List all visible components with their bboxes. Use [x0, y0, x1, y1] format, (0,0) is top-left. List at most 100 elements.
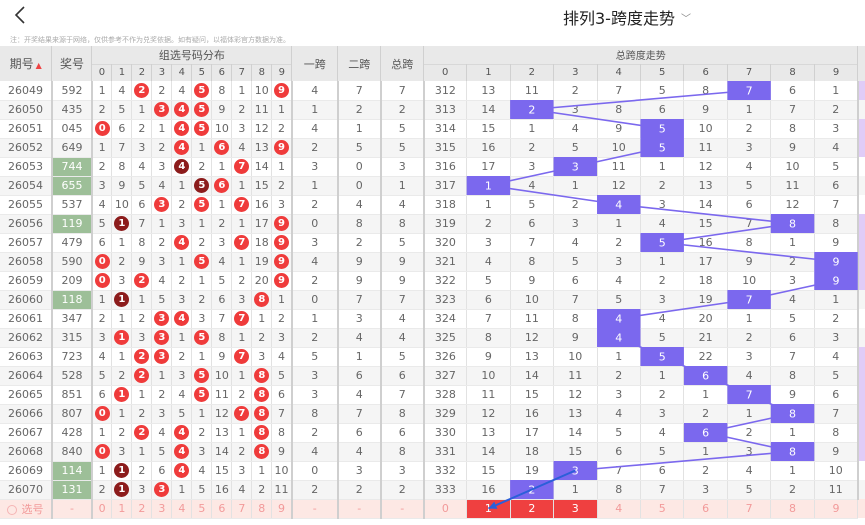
pick-dist-option[interactable]: 3	[151, 499, 173, 519]
dist-cell: 2	[151, 138, 173, 158]
pick-dist-option[interactable]: 7	[231, 499, 253, 519]
side-strip	[857, 100, 865, 119]
table-row: 26068 840 0 3 1 5 4 3 14 2 8 9 4 4 8 331 14 18 15 6 5 1 3 8 9	[0, 442, 865, 462]
pick-dist-option[interactable]: 1	[111, 499, 133, 519]
pick-dist-option[interactable]: 8	[251, 499, 273, 519]
pick-trend-option-selected[interactable]: 1	[466, 499, 511, 519]
dist-cell: 1	[231, 423, 253, 443]
issue-cell: 26061	[0, 309, 53, 329]
side-strip-header	[857, 46, 865, 81]
dist-cell: 1	[151, 366, 173, 386]
dist-cell: 4	[171, 233, 193, 253]
drawn-digit-ball: 1	[114, 216, 130, 231]
column-header-span2: 二跨	[337, 46, 382, 81]
side-strip	[857, 423, 865, 442]
trend-cell: 13	[683, 176, 728, 196]
dist-cell: 1	[171, 328, 193, 348]
table-row: 26059 209 0 3 2 4 2 1 5 2 20 9 2 9 9 322 5 9 6 4 2 18 10 3 9	[0, 271, 865, 291]
dist-cell: 8	[251, 366, 273, 386]
trend-cell: 6	[466, 290, 511, 310]
pick-dist-option[interactable]: 2	[131, 499, 153, 519]
pick-trend-option-selected[interactable]: 3	[553, 499, 598, 519]
span1-cell: 2	[291, 423, 339, 443]
trend-cell: 10	[727, 271, 772, 291]
back-button[interactable]	[10, 4, 32, 26]
trend-cell: 7	[466, 309, 511, 329]
trend-cell: 20	[683, 309, 728, 329]
dist-cell: 5	[171, 404, 193, 424]
dist-cell: 20	[251, 271, 273, 291]
dist-cell: 1	[191, 214, 213, 234]
trend-miss-0-cell: 332	[423, 461, 468, 481]
pick-trend-option[interactable]: 7	[727, 499, 772, 519]
total-span-cell: 4	[380, 195, 425, 215]
span2-cell: 0	[337, 157, 382, 177]
total-span-cell: 7	[380, 81, 425, 101]
dist-cell: 6	[131, 195, 153, 215]
pick-trend-option[interactable]: 6	[683, 499, 728, 519]
dist-cell: 3	[251, 347, 273, 367]
trend-cell: 2	[770, 480, 815, 500]
number-cell: 209	[51, 271, 93, 291]
span1-cell: 3	[291, 385, 339, 405]
number-cell: 537	[51, 195, 93, 215]
drawn-digit-ball: 1	[114, 387, 130, 402]
pick-trend-option[interactable]: 4	[597, 499, 641, 519]
dist-cell: 0	[91, 271, 113, 291]
trend-cell: 9	[814, 233, 859, 253]
side-strip	[857, 499, 865, 518]
trend-cell: 4	[727, 461, 772, 481]
trend-cell: 7	[640, 480, 685, 500]
pick-toggle[interactable]: 选号	[0, 499, 53, 519]
trend-cell: 5	[597, 290, 641, 310]
pick-trend-option[interactable]: 0	[423, 499, 468, 519]
pick-dist-option[interactable]: 4	[171, 499, 193, 519]
trend-cell: 17	[466, 157, 511, 177]
pick-trend-option[interactable]: 9	[814, 499, 859, 519]
dist-cell: 7	[211, 309, 233, 329]
dist-cell: 6	[91, 233, 113, 253]
pick-dist-option[interactable]: 5	[191, 499, 213, 519]
side-strip	[857, 404, 865, 423]
trend-cell: 5	[553, 138, 598, 158]
trend-hit-cell: 3	[553, 157, 598, 177]
trend-cell: 5	[640, 81, 685, 101]
dist-cell: 10	[271, 461, 293, 481]
dist-cell: 15	[251, 176, 273, 196]
pick-dist-option[interactable]: 0	[91, 499, 113, 519]
dist-cell: 1	[131, 100, 153, 120]
pick-trend-option-selected[interactable]: 2	[510, 499, 555, 519]
column-header-issue[interactable]: 期号 ▲	[0, 46, 53, 81]
trend-digit-header: 9	[814, 63, 859, 81]
drawn-digit-ball: 9	[274, 235, 290, 250]
issue-cell: 26049	[0, 81, 53, 101]
table-row: 26055 537 4 10 6 3 2 5 1 7 16 3 2 4 4 318 1 5 2 4 3 14 6 12 7	[0, 195, 865, 215]
dist-cell: 3	[231, 461, 253, 481]
dist-cell: 7	[231, 233, 253, 253]
drawn-digit-ball: 5	[194, 178, 210, 193]
dist-cell: 9	[271, 81, 293, 101]
trend-cell: 17	[510, 423, 555, 443]
dist-digit-header: 8	[251, 63, 273, 81]
trend-cell: 10	[770, 157, 815, 177]
trend-cell: 15	[466, 461, 511, 481]
span1-cell: 4	[291, 81, 339, 101]
dist-cell: 2	[111, 366, 133, 386]
pick-dist-option[interactable]: 9	[271, 499, 293, 519]
radio-circle-icon[interactable]	[7, 504, 18, 515]
dist-cell: 3	[91, 176, 113, 196]
dist-cell: 4	[151, 271, 173, 291]
sort-arrows-icon[interactable]: ▲	[35, 61, 42, 70]
trend-cell: 1	[640, 252, 685, 272]
pick-dist-option[interactable]: 6	[211, 499, 233, 519]
dist-cell: 1	[251, 309, 273, 329]
page-title-dropdown[interactable]: 排列3-跨度走势 ﹀	[563, 5, 691, 29]
dist-cell: 1	[211, 195, 233, 215]
pick-trend-option[interactable]: 8	[770, 499, 815, 519]
trend-hit-cell: 8	[770, 404, 815, 424]
trend-hit-cell: 9	[814, 271, 859, 291]
trend-cell: 4	[727, 366, 772, 386]
side-strip	[857, 347, 865, 366]
pick-trend-option[interactable]: 5	[640, 499, 685, 519]
trend-cell: 1	[770, 461, 815, 481]
